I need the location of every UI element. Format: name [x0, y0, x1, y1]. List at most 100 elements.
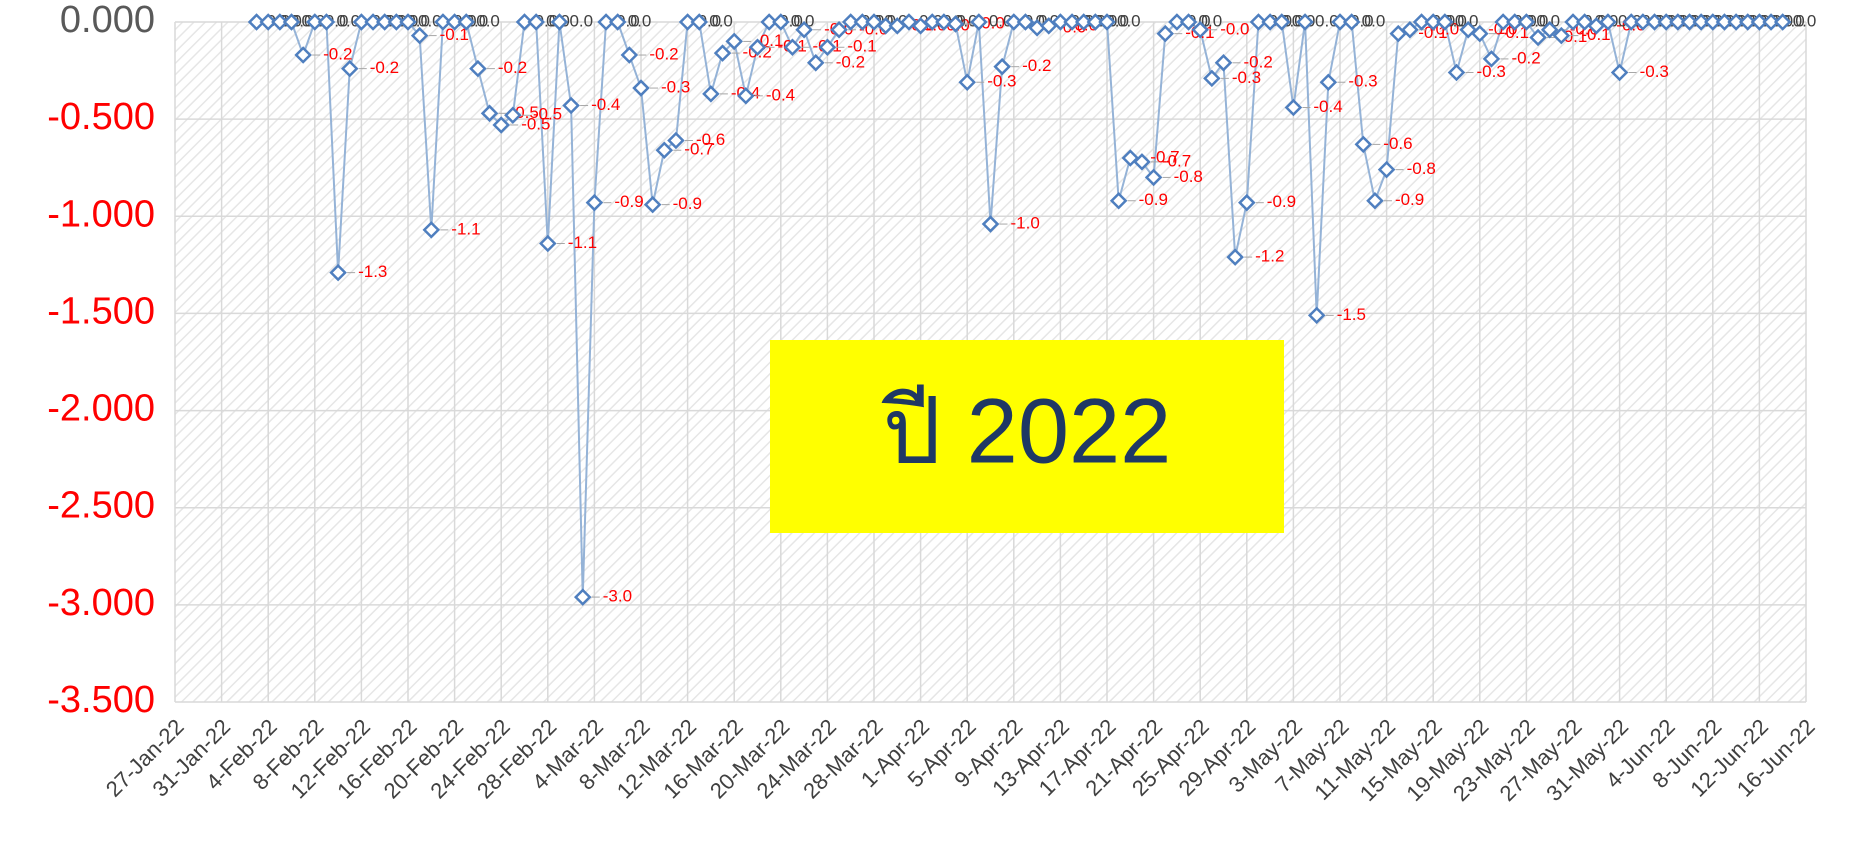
point-marker [1727, 13, 1745, 31]
point-marker [970, 13, 988, 31]
point-marker [1109, 191, 1128, 210]
value-label: -0.2 [1022, 56, 1051, 75]
y-tick-label: -3.500 [47, 679, 155, 721]
annotation-box [770, 340, 1284, 533]
value-label: -0.2 [370, 58, 399, 77]
point-marker [1529, 28, 1547, 47]
value-label: -1.0 [1011, 214, 1040, 233]
point-marker [1191, 21, 1209, 39]
point-marker [1063, 13, 1081, 31]
point-marker [422, 221, 441, 239]
point-marker [340, 59, 359, 78]
value-label: -1.2 [1255, 247, 1284, 266]
value-label: 0.0 [569, 11, 593, 30]
value-label: 0.0 [1117, 11, 1141, 30]
point-marker [1564, 13, 1582, 31]
point-marker [1377, 160, 1396, 179]
value-label: -0.8 [1174, 167, 1203, 186]
point-marker [562, 96, 580, 115]
value-label: -0.1 [1581, 25, 1610, 44]
point-marker [713, 44, 732, 62]
point-marker [830, 21, 848, 39]
point-marker [1342, 13, 1361, 31]
y-tick-label: -0.500 [47, 96, 155, 138]
value-label: -0.9 [1267, 192, 1296, 211]
value-label: -1.3 [358, 262, 387, 281]
point-marker [294, 46, 312, 64]
point-marker [1680, 13, 1699, 31]
value-label: -0.3 [1348, 72, 1377, 91]
point-marker [1051, 13, 1070, 31]
point-marker [1622, 13, 1641, 31]
value-label: -1.1 [568, 233, 597, 252]
point-marker [1238, 193, 1256, 212]
point-marker [597, 13, 615, 31]
point-marker [492, 116, 510, 134]
point-marker [1366, 191, 1384, 210]
point-marker [772, 13, 790, 31]
point-marker [1599, 13, 1617, 31]
value-label: -0.3 [1640, 62, 1669, 81]
point-marker [1086, 13, 1105, 31]
value-label: -0.2 [836, 52, 865, 71]
point-marker [643, 195, 662, 214]
value-label: -0.4 [766, 85, 795, 104]
point-marker [760, 13, 778, 31]
point-marker [1773, 13, 1792, 31]
marks: 0.0 0.0 0.0 0.0 -0.2 0.0 0.0 -1.3 -0.2 0.0 0.0 0.0 0… [247, 11, 1817, 606]
point-marker [1016, 13, 1035, 31]
point-marker [1750, 13, 1769, 31]
y-tick-label: -2.000 [47, 388, 155, 430]
point-marker [504, 106, 522, 125]
point-marker [876, 17, 895, 35]
value-label: -0.4 [591, 95, 620, 114]
point-marker [585, 193, 604, 212]
point-marker [667, 131, 685, 150]
value-label: -0.2 [498, 58, 527, 77]
point-marker [702, 85, 720, 103]
y-tick-label: -1.000 [47, 193, 155, 235]
value-label: -0.6 [696, 130, 725, 149]
point-marker [1226, 248, 1244, 266]
point-marker [480, 104, 499, 123]
point-marker [1354, 135, 1373, 154]
annotation: ปี 2022 [881, 380, 1171, 482]
value-label: -3.0 [603, 587, 632, 606]
point-marker [783, 38, 802, 57]
point-marker [1168, 13, 1186, 31]
point-marker [690, 13, 709, 31]
value-label: 0.0 [418, 11, 442, 30]
point-marker [632, 79, 650, 97]
value-label: -0.9 [1139, 190, 1168, 209]
point-marker [469, 59, 487, 78]
value-label: 0.0 [709, 11, 733, 30]
point-marker [329, 263, 347, 282]
point-marker [678, 13, 697, 31]
point-marker [573, 588, 592, 606]
point-marker [387, 13, 406, 31]
point-marker [1692, 13, 1710, 31]
point-marker [806, 54, 825, 72]
point-marker [1098, 13, 1116, 31]
value-label: 0.0 [989, 11, 1013, 30]
point-marker [1634, 13, 1652, 31]
value-label: -1.5 [1337, 305, 1366, 324]
point-marker [1657, 13, 1675, 31]
y-tick-label: -3.000 [47, 582, 155, 624]
value-label: -0.7 [684, 140, 713, 159]
value-label: -0.2 [1244, 52, 1273, 71]
point-marker [981, 215, 1000, 233]
point-marker [608, 13, 627, 31]
point-marker [445, 13, 464, 31]
point-marker [247, 13, 266, 31]
value-label: 0.0 [1793, 11, 1817, 30]
point-marker [1156, 24, 1175, 43]
value-label: -0.5 [521, 114, 550, 133]
point-marker [317, 13, 336, 31]
point-marker [1261, 13, 1279, 31]
point-marker [1704, 13, 1722, 31]
point-marker [935, 13, 953, 31]
point-marker [1005, 13, 1023, 31]
value-label: -0.9 [673, 194, 702, 213]
point-marker [841, 13, 860, 31]
